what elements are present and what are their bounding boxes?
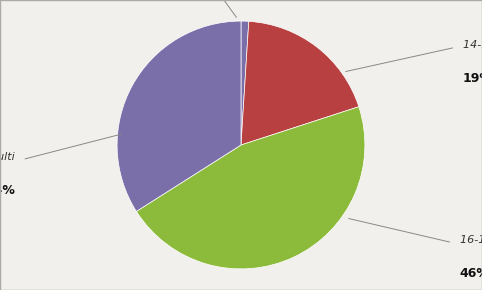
Wedge shape (117, 21, 241, 211)
Wedge shape (241, 21, 249, 145)
Text: 14-15 anni: 14-15 anni (463, 40, 482, 50)
Wedge shape (241, 21, 359, 145)
Text: 46%: 46% (460, 267, 482, 280)
Wedge shape (136, 107, 365, 269)
Text: 34%: 34% (0, 184, 15, 197)
Text: 19%: 19% (463, 72, 482, 85)
Text: giovani adulti: giovani adulti (0, 152, 15, 162)
Text: 16-17 anni: 16-17 anni (460, 235, 482, 245)
Text: 1%: 1% (189, 0, 211, 1)
